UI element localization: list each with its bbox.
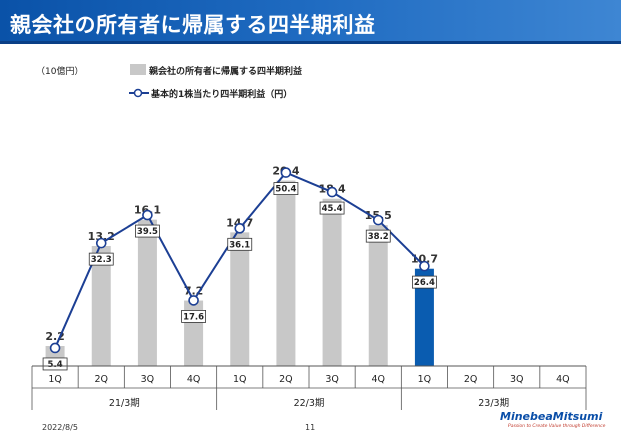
- category-label: 2Q: [94, 374, 108, 385]
- line-point: [188, 295, 199, 306]
- bar: [368, 225, 388, 366]
- chart: （10億円） 親会社の所有者に帰属する四半期利益 基本的1株当たり四半期利益（円…: [31, 64, 587, 410]
- line-value-box: [42, 357, 68, 371]
- category-label: 2Q: [464, 374, 478, 385]
- logo-tagline: Passion to Create Value through Differen…: [508, 424, 606, 429]
- title-bar: 親会社の所有者に帰属する四半期利益: [0, 0, 621, 44]
- line-point: [49, 342, 61, 354]
- legend-line-label: 基本的1株当たり四半期利益（円）: [150, 88, 292, 100]
- title-stripe: [0, 41, 621, 44]
- category-label: 4Q: [371, 374, 385, 385]
- line-value-label: 38.2: [368, 232, 389, 242]
- line-value-label: 17.6: [183, 312, 204, 322]
- category-axis: 1Q 2Q 3Q 4Q 1Q 2Q 3Q 4Q 1Q 2Q 3Q 4Q 21/3期 22/3期 23/3期: [31, 365, 587, 410]
- line-value-box: [273, 182, 299, 195]
- legend-bar-label: 親会社の所有者に帰属する四半期利益: [149, 65, 302, 77]
- category-label: 4Q: [187, 374, 201, 385]
- logo-brand: MinebeaMitsumi: [500, 410, 603, 423]
- line-point: [326, 186, 338, 198]
- group-label: 23/3期: [478, 398, 509, 409]
- bar: [322, 198, 342, 366]
- line-value-label: 5.4: [48, 360, 63, 370]
- category-label: 1Q: [48, 374, 62, 385]
- line-point: [142, 209, 153, 221]
- bar: [414, 268, 434, 366]
- group-label: 21/3期: [109, 398, 140, 409]
- bar-series: [45, 180, 434, 366]
- line-series: 5.4 32.3 39.5 17.6 36.1 50.4 45.4 38.2 26.4: [42, 167, 437, 371]
- line-point: [372, 214, 384, 226]
- line-value-box: [319, 201, 345, 215]
- category-label: 3Q: [325, 374, 339, 385]
- bar-value-label: 10.7: [411, 253, 438, 266]
- line-value-box: [412, 275, 437, 289]
- line-value-box: [181, 310, 206, 323]
- bar: [137, 219, 157, 366]
- line-point: [280, 167, 292, 178]
- category-label: 3Q: [510, 374, 524, 385]
- line-point: [95, 237, 107, 249]
- category-label: 4Q: [556, 374, 570, 385]
- legend-line-marker: [133, 88, 143, 98]
- line-value-label: 32.3: [91, 255, 112, 265]
- line-value-label: 36.1: [229, 240, 250, 250]
- line-value-label: 26.4: [414, 278, 435, 288]
- bar-value-label: 2.2: [45, 330, 65, 343]
- line-value-label: 45.4: [322, 204, 343, 214]
- line-value-label: 39.5: [137, 227, 158, 237]
- group-label: 22/3期: [294, 398, 325, 409]
- category-label: 1Q: [233, 374, 247, 385]
- unit-label: （10億円）: [36, 65, 83, 77]
- line-value-label: 50.4: [275, 185, 296, 195]
- line-value-box: [88, 252, 114, 266]
- line-point: [234, 223, 246, 234]
- category-label: 2Q: [279, 374, 293, 385]
- line-value-box: [365, 229, 391, 243]
- line-point: [419, 260, 430, 272]
- bar: [91, 246, 111, 366]
- bar: [230, 232, 250, 366]
- legend: 親会社の所有者に帰属する四半期利益 基本的1株当たり四半期利益（円）: [129, 64, 302, 100]
- company-logo: MinebeaMitsumi Passion to Create Value t…: [500, 410, 612, 436]
- page-title: 親会社の所有者に帰属する四半期利益: [10, 13, 376, 37]
- footer-date: 2022/8/5: [42, 423, 78, 432]
- legend-bar-swatch: [130, 64, 146, 75]
- category-label: 1Q: [418, 374, 432, 385]
- line-value-box: [227, 237, 253, 251]
- line-value-box: [135, 224, 160, 238]
- page-number: 11: [305, 423, 316, 432]
- category-label: 3Q: [141, 374, 155, 385]
- bar: [276, 180, 296, 366]
